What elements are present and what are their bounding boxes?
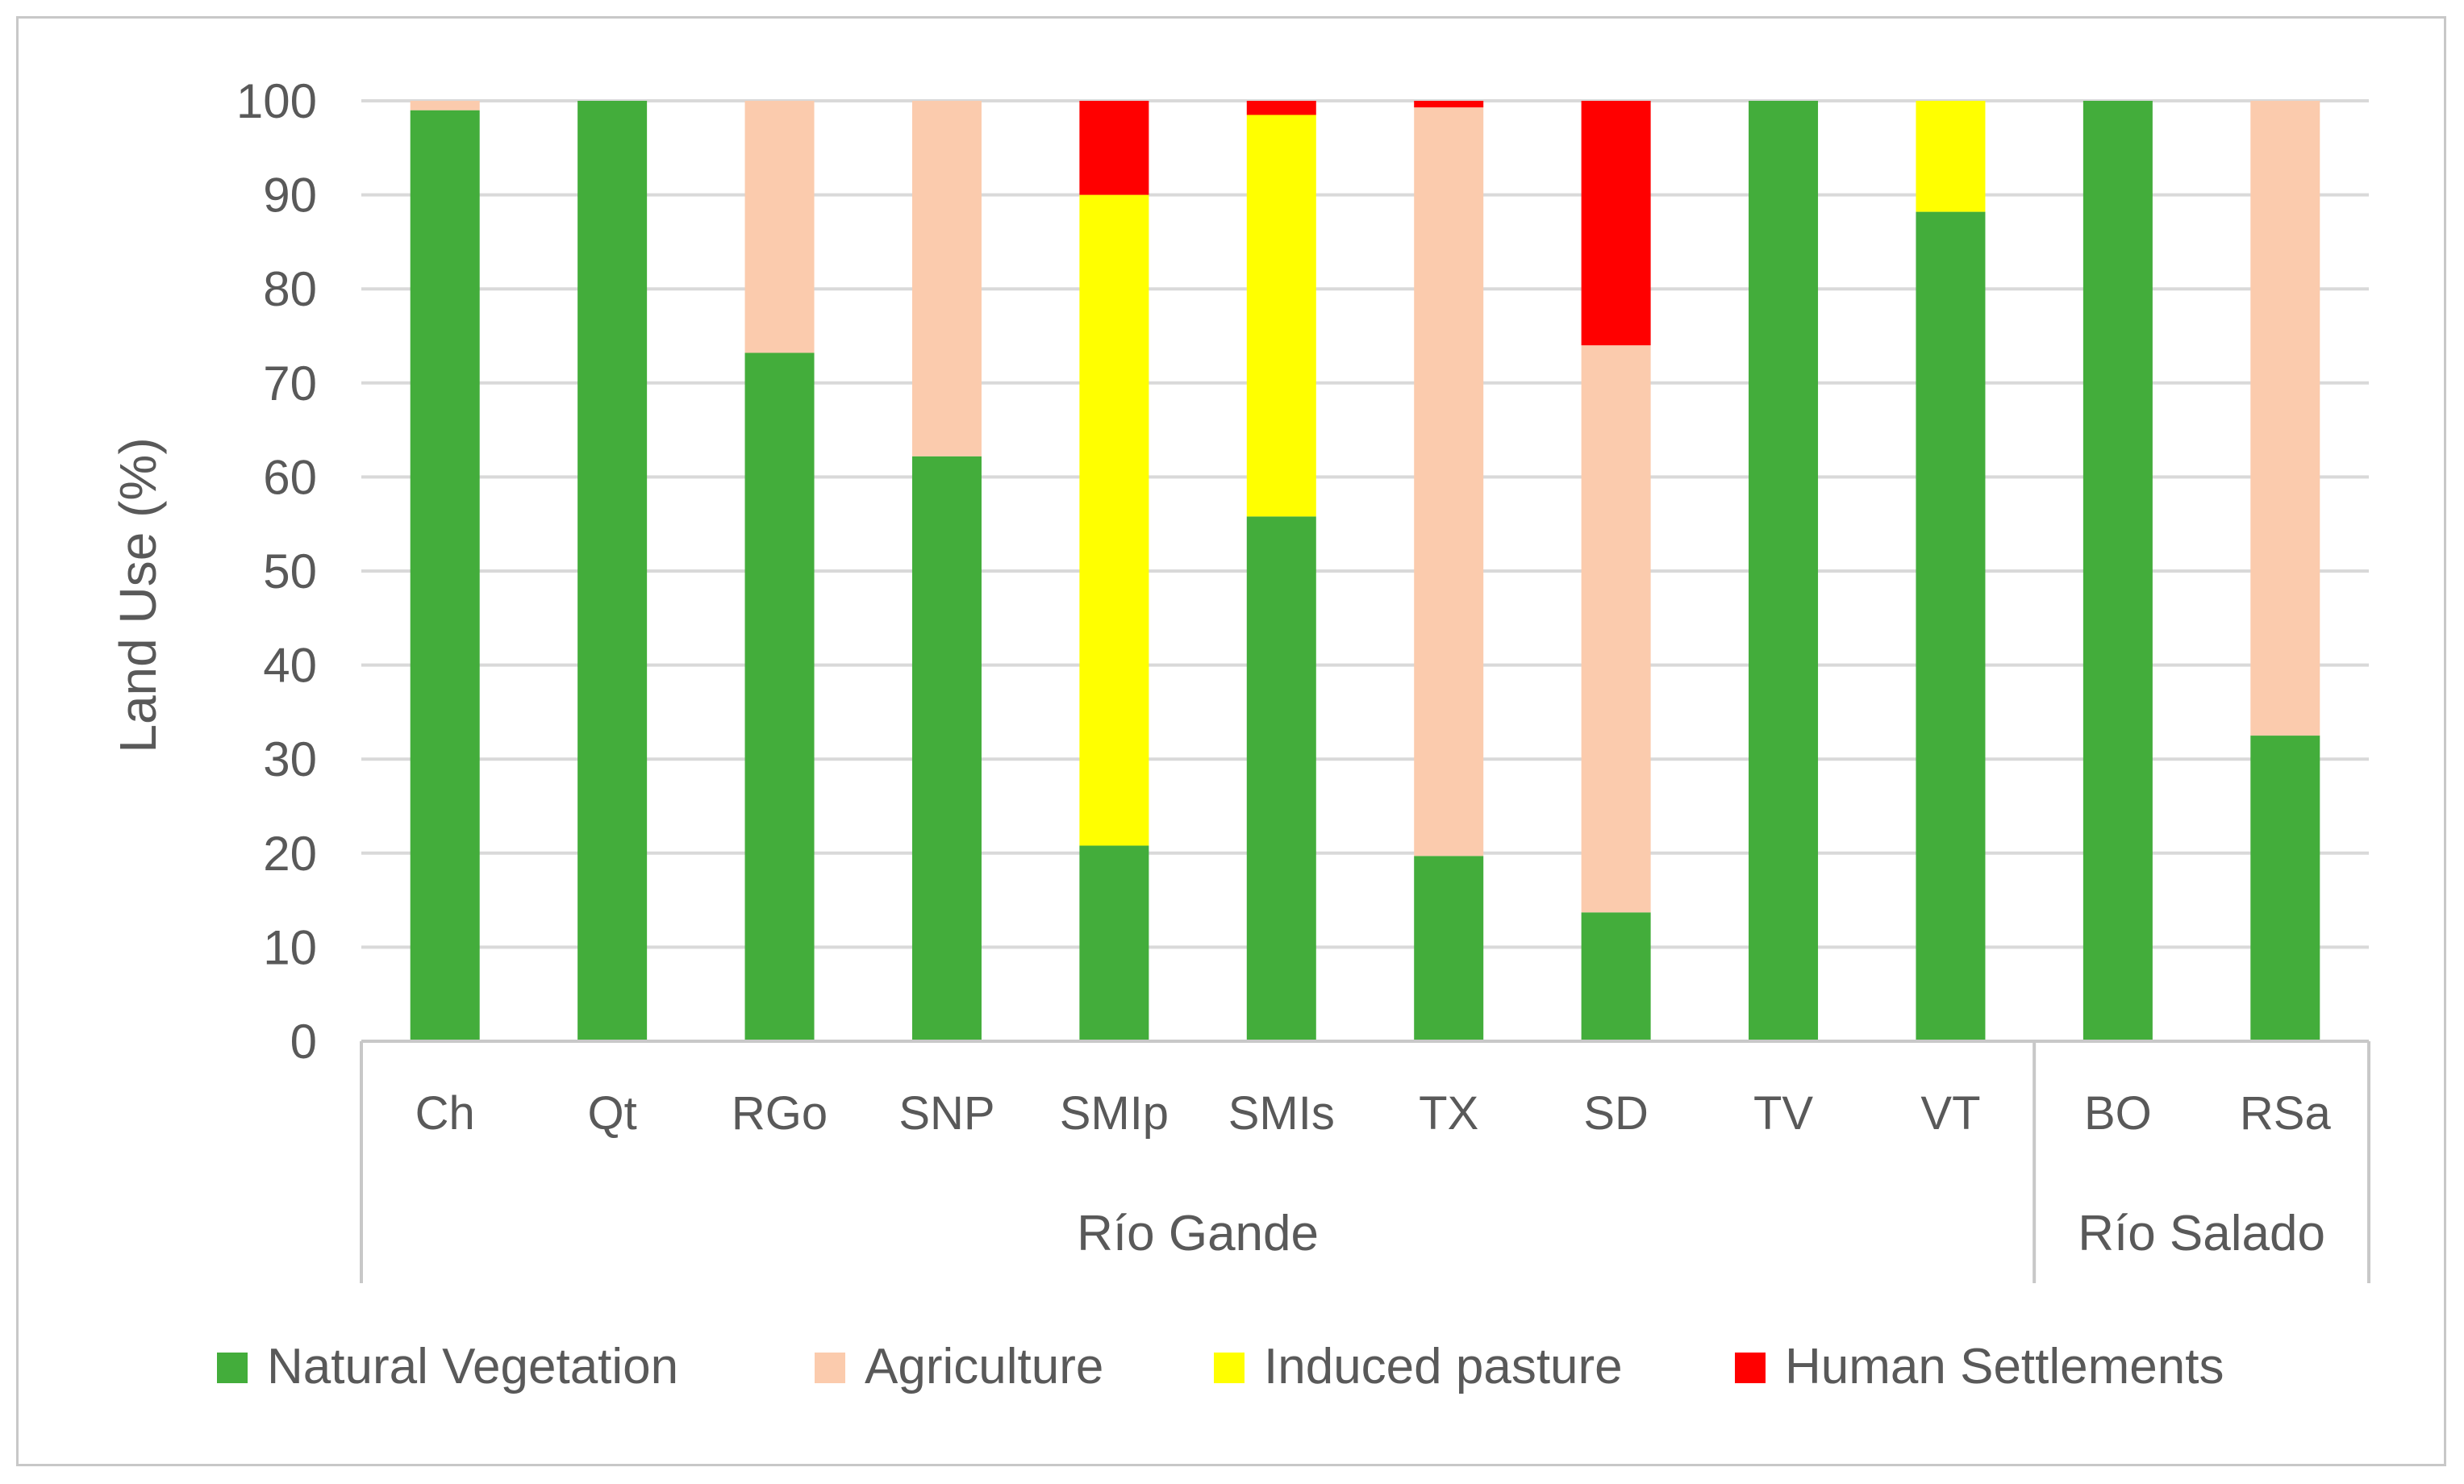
bar-SNP-natural-vegetation xyxy=(911,456,982,1041)
x-category-labels: Ch Qt RGo SNP SMIp SMIs TX SD TV VT BO RSa xyxy=(415,1087,2332,1140)
bar-TV-natural-vegetation xyxy=(1749,101,1819,1041)
x-tick-Qt: Qt xyxy=(588,1087,637,1140)
bar-VT-induced-pasture xyxy=(1916,101,1986,212)
bar-Ch-agriculture xyxy=(410,101,480,110)
legend-swatch-agriculture xyxy=(815,1353,845,1383)
bar-SD-agriculture xyxy=(1581,345,1651,913)
bar-RGo-natural-vegetation xyxy=(744,352,815,1041)
bar-TX-natural-vegetation xyxy=(1414,856,1484,1041)
legend-swatch-induced-pasture xyxy=(1214,1353,1245,1383)
bar-SD-natural-vegetation xyxy=(1581,912,1651,1041)
y-tick-100: 100 xyxy=(236,74,317,128)
bar-SNP-agriculture xyxy=(911,101,982,456)
axes xyxy=(360,1040,2370,1283)
y-tick-40: 40 xyxy=(263,639,317,693)
legend-label-natural-vegetation: Natural Vegetation xyxy=(267,1339,678,1394)
x-tick-BO: BO xyxy=(2084,1087,2152,1140)
y-tick-labels: 0 10 20 30 40 50 60 70 80 90 100 xyxy=(236,74,317,1069)
y-tick-70: 70 xyxy=(263,356,317,411)
y-tick-0: 0 xyxy=(290,1015,317,1069)
gridlines xyxy=(361,99,2369,949)
group-label-0: Río Gande xyxy=(1077,1206,1319,1261)
y-tick-80: 80 xyxy=(263,262,317,316)
x-group-labels: Río Gande Río Salado xyxy=(1077,1206,2325,1261)
legend-swatch-human-settlements xyxy=(1735,1353,1766,1383)
chart-frame: 0 10 20 30 40 50 60 70 80 90 100 Ch Qt RGo SNP SMIp SMI… xyxy=(16,16,2446,1466)
bar-Ch-natural-vegetation xyxy=(410,110,480,1041)
legend-label-agriculture: Agriculture xyxy=(865,1339,1103,1394)
bar-RSa-agriculture xyxy=(2250,101,2320,736)
bar-TX-agriculture xyxy=(1414,107,1484,857)
x-tick-VT: VT xyxy=(1920,1087,1980,1140)
bar-VT-natural-vegetation xyxy=(1916,211,1986,1041)
y-tick-50: 50 xyxy=(263,544,317,598)
bar-SMIs-natural-vegetation xyxy=(1246,516,1316,1041)
group-label-1: Río Salado xyxy=(2078,1206,2325,1261)
bar-SD-human-settlements xyxy=(1581,101,1651,346)
bar-Qt-natural-vegetation xyxy=(577,101,648,1041)
legend-swatch-natural-vegetation xyxy=(217,1353,248,1383)
bar-RGo-agriculture xyxy=(744,101,815,353)
x-tick-SNP: SNP xyxy=(898,1087,994,1140)
x-tick-RGo: RGo xyxy=(732,1087,828,1140)
bar-SMIp-natural-vegetation xyxy=(1079,845,1149,1041)
bar-RSa-natural-vegetation xyxy=(2250,736,2320,1041)
bars xyxy=(410,101,2320,1041)
bar-TX-human-settlements xyxy=(1414,101,1484,108)
y-tick-30: 30 xyxy=(263,732,317,786)
y-tick-90: 90 xyxy=(263,169,317,223)
x-tick-SD: SD xyxy=(1583,1087,1649,1140)
bar-BO-natural-vegetation xyxy=(2083,101,2153,1041)
y-tick-60: 60 xyxy=(263,450,317,504)
x-tick-TX: TX xyxy=(1419,1087,1478,1140)
x-tick-SMIs: SMIs xyxy=(1228,1087,1335,1140)
x-tick-SMIp: SMIp xyxy=(1060,1087,1169,1140)
bar-SMIp-human-settlements xyxy=(1079,101,1149,195)
y-tick-10: 10 xyxy=(263,920,317,974)
bar-SMIs-induced-pasture xyxy=(1246,115,1316,517)
y-tick-20: 20 xyxy=(263,827,317,881)
legend-label-human-settlements: Human Settlements xyxy=(1785,1339,2224,1394)
x-tick-RSa: RSa xyxy=(2240,1087,2332,1140)
legend: Natural Vegetation Agriculture Induced pas… xyxy=(217,1339,2224,1394)
y-axis-label: Land Use (%) xyxy=(109,437,167,752)
stacked-bar-chart: 0 10 20 30 40 50 60 70 80 90 100 Ch Qt RGo SNP SMIp SMI… xyxy=(109,74,2370,1394)
bar-SMIp-induced-pasture xyxy=(1079,194,1149,846)
bar-SMIs-human-settlements xyxy=(1246,101,1316,115)
x-tick-Ch: Ch xyxy=(415,1087,475,1140)
x-tick-TV: TV xyxy=(1753,1087,1813,1140)
legend-label-induced-pasture: Induced pasture xyxy=(1264,1339,1623,1394)
